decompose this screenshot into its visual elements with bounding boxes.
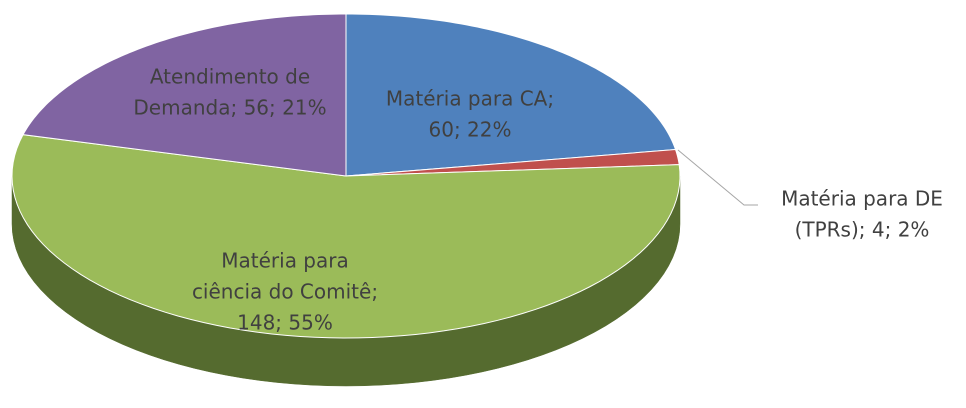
data-label: Matéria para DE: [781, 187, 943, 211]
data-label: ciência do Comitê;: [192, 280, 378, 304]
slice: [22, 13, 347, 177]
data-label: Atendimento de: [150, 65, 310, 89]
slice: [11, 134, 681, 339]
slice: [345, 149, 680, 177]
data-label: Matéria para: [221, 249, 348, 273]
data-label: (TPRs); 4; 2%: [795, 218, 930, 242]
data-label: Demanda; 56; 21%: [133, 96, 326, 120]
data-label: Matéria para CA;: [386, 87, 554, 111]
data-label: 60; 22%: [429, 118, 512, 142]
leader-line: [677, 149, 758, 206]
data-label: 148; 55%: [237, 311, 333, 335]
slice: [345, 13, 677, 177]
